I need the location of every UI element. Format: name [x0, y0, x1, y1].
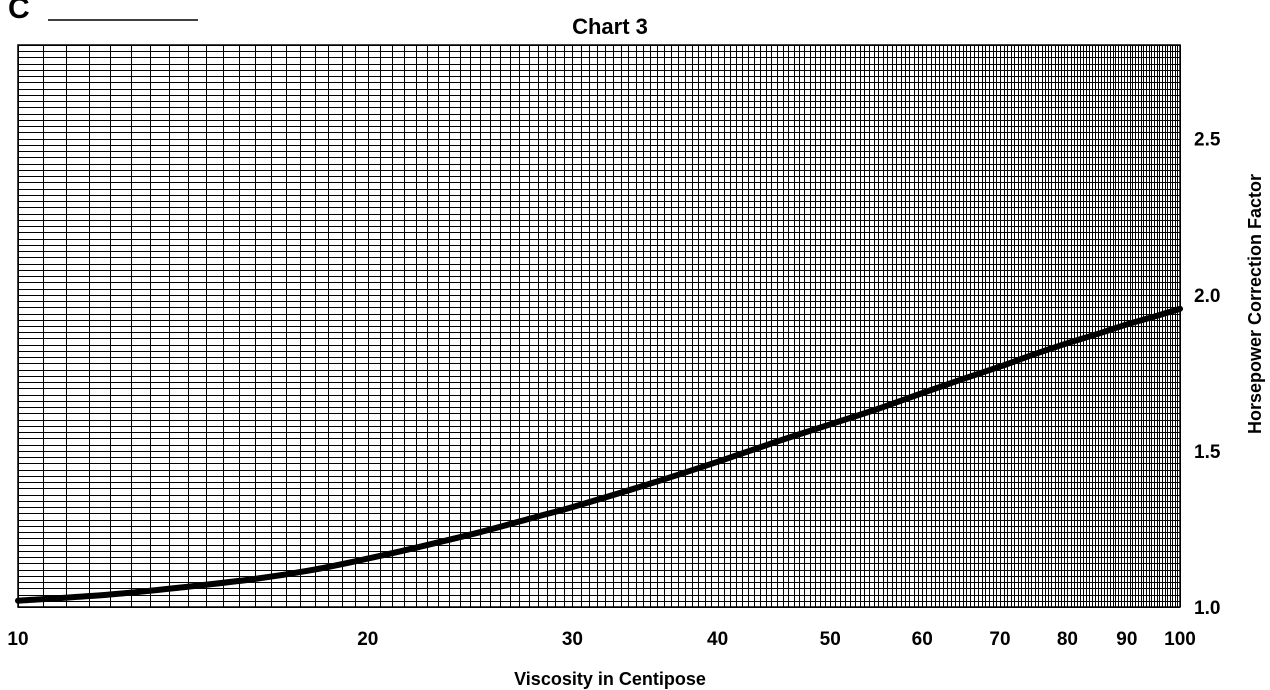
x-tick-label: 20 — [357, 629, 378, 650]
y-tick-label: 2.0 — [1194, 286, 1220, 307]
series-line-0 — [15, 305, 1183, 604]
x-tick-label: 10 — [7, 629, 28, 650]
x-tick-label: 80 — [1057, 629, 1078, 650]
x-tick-label: 100 — [1164, 629, 1196, 650]
x-axis-title: Viscosity in Centipose — [514, 669, 706, 689]
x-tick-label: 60 — [912, 629, 933, 650]
y-tick-label: 2.5 — [1194, 130, 1221, 151]
x-tick-labels: 10 20 30 40 50 60 70 80 90 100 — [7, 629, 1195, 650]
grid — [17, 45, 1182, 609]
x-tick-label: 50 — [820, 629, 841, 650]
y-axis-title: Horsepower Correction Factor — [1245, 174, 1265, 434]
plot-frame — [17, 44, 1181, 608]
x-tick-label: 40 — [707, 629, 728, 650]
x-tick-label: 70 — [989, 629, 1010, 650]
y-tick-label: 1.0 — [1194, 598, 1220, 619]
chart-title: Chart 3 — [572, 14, 648, 39]
page-marker-group: C — [8, 0, 198, 25]
x-tick-label: 30 — [562, 629, 583, 650]
series-layer — [15, 305, 1183, 604]
y-tick-labels: 1.0 1.5 2.0 2.5 — [1194, 130, 1221, 619]
page-marker: C — [8, 0, 30, 25]
y-tick-label: 1.5 — [1194, 442, 1221, 463]
x-tick-label: 90 — [1116, 629, 1137, 650]
